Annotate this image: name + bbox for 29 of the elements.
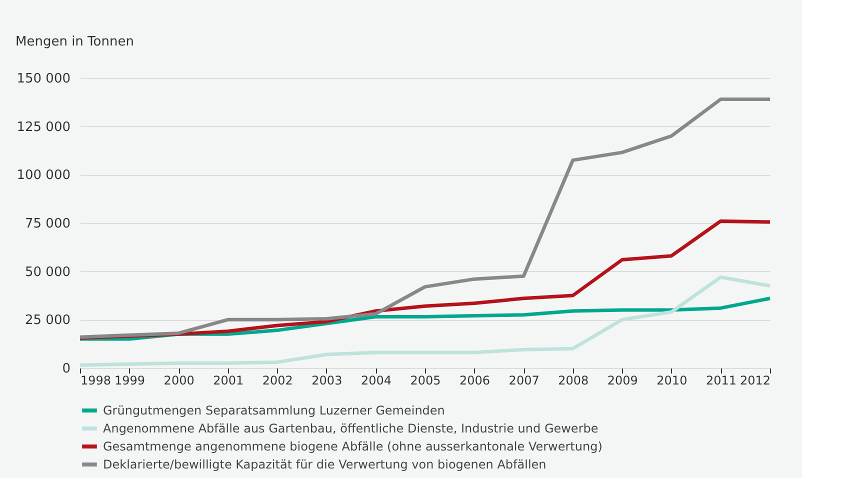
x-tick-label: 2004 bbox=[360, 374, 392, 388]
y-axis-title: Mengen in Tonnen bbox=[16, 34, 134, 50]
x-tick-label: 2010 bbox=[656, 374, 688, 388]
x-tick-label: 2008 bbox=[558, 374, 589, 388]
x-tick-label: 2007 bbox=[508, 374, 540, 388]
x-tick-label: 2000 bbox=[164, 374, 194, 388]
y-tick-label: 0 bbox=[62, 362, 70, 376]
y-tick-label: 150 000 bbox=[16, 72, 70, 86]
x-tick-label: 1998 bbox=[80, 374, 112, 388]
legend-label: Angenommene Abfälle aus Gartenbau, öffentliche Dienste, Industrie und Gewerbe bbox=[103, 422, 598, 436]
x-tick-label: 2003 bbox=[312, 374, 342, 388]
line-series bbox=[78, 98, 772, 339]
x-tick-label: 2009 bbox=[607, 374, 638, 388]
y-tick-label: 125 000 bbox=[16, 120, 70, 135]
y-tick-label: 75 000 bbox=[25, 216, 70, 232]
x-tick-label: 1999 bbox=[114, 374, 146, 388]
y-tick-label: 25 000 bbox=[25, 313, 70, 328]
legend-label: Deklarierte/bewilligte Kapazität für die Verwertung von biogenen Abfällen bbox=[103, 458, 546, 472]
line-series bbox=[78, 275, 772, 367]
y-tick-label: 50 000 bbox=[25, 264, 70, 280]
x-tick-label: 2005 bbox=[410, 374, 441, 388]
x-tick-label: 2012 bbox=[740, 374, 770, 388]
x-tick-label: 2011 bbox=[706, 374, 736, 388]
y-tick-label: 100 000 bbox=[16, 168, 70, 184]
legend-label: Grüngutmengen Separatsammlung Luzerner Gemeinden bbox=[103, 404, 445, 418]
x-tick-label: 2002 bbox=[262, 374, 293, 388]
legend-label: Gesamtmenge angenommene biogene Abfälle (ohne ausserkantonale Verwertung) bbox=[103, 440, 602, 454]
x-tick-label: 2001 bbox=[213, 374, 244, 388]
x-tick-label: 2006 bbox=[460, 374, 490, 388]
